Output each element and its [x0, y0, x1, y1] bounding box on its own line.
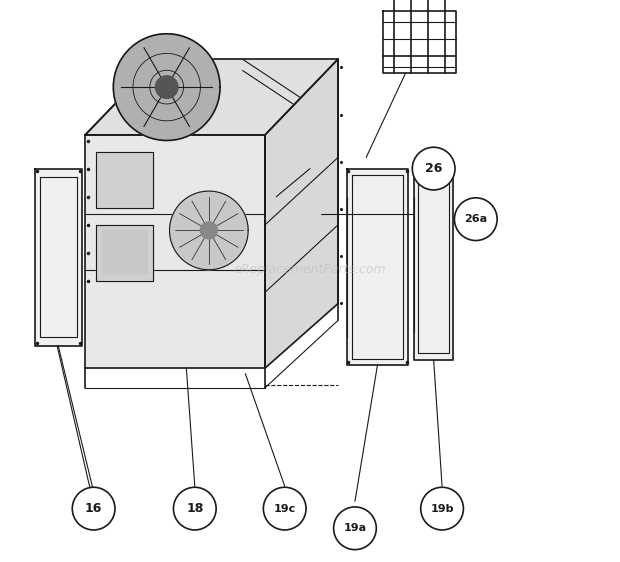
Polygon shape [85, 135, 265, 368]
Circle shape [421, 487, 463, 530]
Polygon shape [156, 76, 178, 98]
Polygon shape [97, 225, 153, 281]
Polygon shape [347, 169, 409, 365]
Polygon shape [200, 222, 217, 239]
Circle shape [174, 487, 216, 530]
Polygon shape [102, 230, 147, 273]
Text: 19b: 19b [430, 504, 454, 514]
Circle shape [412, 147, 455, 190]
Text: 19a: 19a [343, 523, 366, 533]
Text: 26a: 26a [464, 214, 487, 224]
Polygon shape [265, 59, 338, 368]
Text: 26: 26 [425, 162, 442, 175]
Circle shape [264, 487, 306, 530]
Circle shape [454, 198, 497, 241]
Polygon shape [414, 169, 453, 360]
Text: 18: 18 [186, 502, 203, 515]
Polygon shape [113, 34, 220, 140]
Text: eReplacementParts.com: eReplacementParts.com [234, 263, 386, 277]
Polygon shape [35, 169, 82, 346]
Circle shape [73, 487, 115, 530]
Text: 19c: 19c [273, 504, 296, 514]
Polygon shape [169, 191, 248, 270]
Polygon shape [85, 59, 338, 135]
Polygon shape [97, 152, 153, 208]
Text: 16: 16 [85, 502, 102, 515]
Circle shape [334, 507, 376, 550]
